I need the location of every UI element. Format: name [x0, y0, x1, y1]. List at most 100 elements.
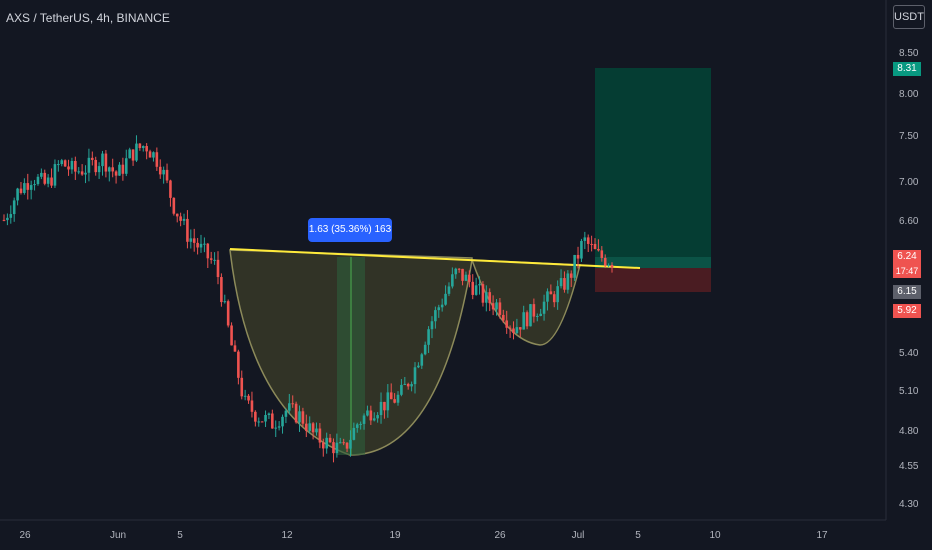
price-tick-label: 6.60 [899, 216, 919, 227]
time-axis-ticks: 26 Jun 5 12 19 26 Jul 5 10 17 [19, 530, 828, 541]
candle-body [128, 149, 131, 159]
candle-body [67, 166, 70, 170]
candle-body [607, 264, 610, 266]
stop-price-tag: 5.92 [893, 304, 921, 318]
candle-body [508, 327, 512, 329]
candle-body [281, 416, 284, 427]
candle-body [250, 400, 254, 412]
candle-body [2, 219, 6, 221]
candle-body [101, 153, 104, 167]
candle-body [40, 172, 43, 177]
candle-body [257, 421, 261, 423]
candle-body [474, 285, 478, 295]
candle-body [447, 286, 451, 294]
candle-body [141, 146, 145, 149]
candles [2, 135, 614, 463]
candle-body [525, 312, 529, 327]
candle-body [230, 325, 233, 346]
candle-body [471, 281, 475, 295]
candle-body [417, 365, 420, 368]
candle-body [77, 171, 81, 173]
candle-body [206, 243, 210, 259]
currency-button[interactable]: USDT [893, 5, 925, 29]
time-tick-label: Jul [572, 530, 585, 541]
candle-body [434, 310, 437, 322]
time-tick-label: 17 [816, 530, 828, 541]
stop-zone[interactable] [595, 268, 711, 292]
candle-body [179, 216, 182, 221]
candle-body [186, 218, 189, 242]
candle-body [345, 442, 349, 449]
candle-body [590, 243, 593, 245]
candle-body [84, 172, 87, 175]
candle-body [23, 183, 26, 193]
candle-body [284, 410, 288, 417]
candle-body [332, 442, 335, 454]
candle-body [488, 292, 492, 304]
candle-body [135, 143, 138, 161]
candle-body [603, 257, 607, 266]
candle-body [529, 304, 532, 327]
candle-body [440, 304, 444, 308]
candle-body [427, 329, 430, 345]
time-tick-label: 10 [709, 530, 721, 541]
candle-body [291, 403, 295, 405]
measure-label[interactable]: 1.63 (35.36%) 163 [308, 218, 392, 242]
candle-body [573, 254, 576, 278]
candle-body [223, 301, 227, 303]
candle-body [583, 237, 587, 241]
candle-body [9, 214, 13, 218]
candle-body [53, 164, 57, 186]
candle-body [155, 152, 159, 167]
candle-body [569, 273, 573, 278]
neckline[interactable] [229, 248, 641, 269]
candle-body [451, 274, 454, 287]
candle-body [372, 418, 376, 421]
candle-body [124, 158, 128, 174]
candle-body [505, 320, 509, 328]
candle-body [19, 188, 23, 193]
price-tick-label: 8.50 [899, 48, 919, 59]
target-price-tag: 8.31 [893, 62, 921, 76]
candle-body [315, 428, 318, 433]
candle-body [94, 159, 98, 173]
candle-body [254, 411, 257, 422]
candle-body [209, 258, 213, 260]
time-tick-label: 26 [494, 530, 506, 541]
candle-body [260, 421, 264, 423]
candle-body [518, 327, 522, 330]
target-zone[interactable] [595, 68, 711, 268]
candle-body [131, 149, 135, 161]
candle-body [556, 286, 559, 303]
candle-body [593, 243, 597, 249]
candle-body [366, 410, 369, 416]
candle-body [104, 153, 108, 172]
candle-body [549, 291, 553, 295]
candle-body [328, 437, 332, 443]
candle-body [294, 403, 298, 423]
candle-body [338, 442, 342, 444]
candle-body [267, 413, 271, 415]
candle-body [552, 294, 556, 303]
candle-body [437, 307, 441, 311]
candle-body [97, 166, 101, 173]
candle-body [33, 184, 36, 186]
candle-body [389, 392, 393, 400]
candle-body [420, 354, 424, 366]
candle-body [182, 218, 186, 221]
candle-body [111, 167, 114, 172]
candle-body [274, 427, 278, 429]
candle-body [305, 423, 308, 431]
candle-body [403, 383, 407, 385]
price-axis-ticks: 8.50 8.00 7.50 7.00 6.60 5.40 5.10 4.80 4.55 4.30 [899, 48, 919, 510]
candle-body [118, 164, 121, 176]
candle-body [50, 177, 53, 186]
candle-body [539, 313, 542, 316]
candle-body [26, 183, 30, 190]
candle-body [12, 200, 16, 215]
candle-body [512, 328, 515, 334]
candle-body [383, 401, 386, 411]
candle-body [220, 277, 223, 303]
candle-body [386, 392, 390, 411]
